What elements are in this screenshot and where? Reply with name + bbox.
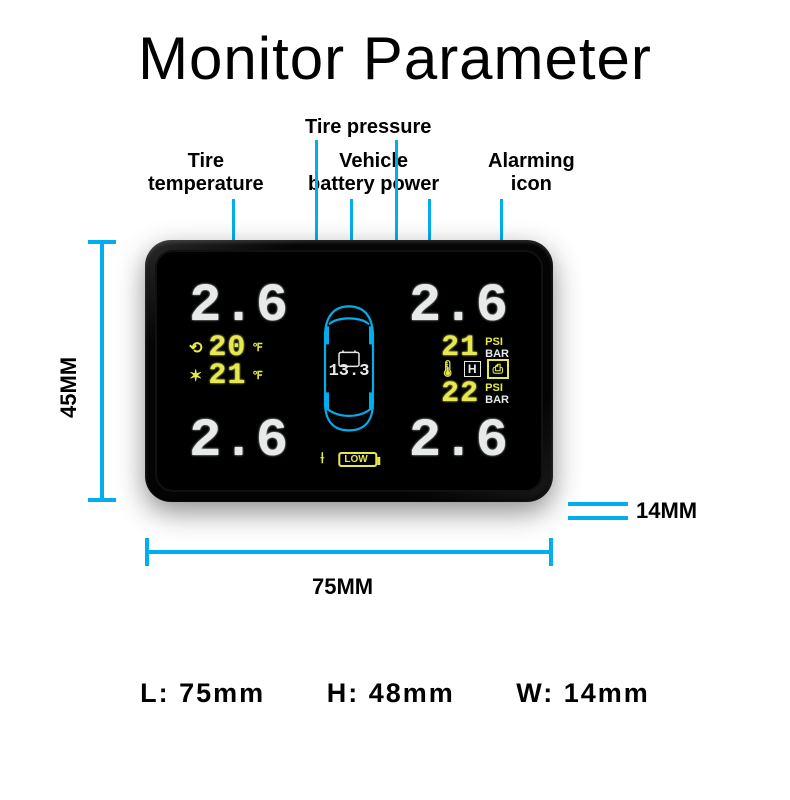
car-outline: 13.3 [311,302,387,434]
device-bezel: 2.6 ⟲ 20 ℉ ✶ 21 ℉ 2.6 21 PSI [155,250,543,492]
fl-pressure: 2.6 [189,276,289,337]
dim-cap [549,538,553,566]
antenna-icon: ⟊ [320,450,324,468]
dim-cap [88,498,116,502]
therm-icon: 🌡 [438,359,458,379]
fr-psi: PSI [485,337,509,348]
tpms-monitor-device: 2.6 ⟲ 20 ℉ ✶ 21 ℉ 2.6 21 PSI [145,240,553,502]
fl-aux: 21 [208,359,246,393]
rr-bar: BAR [485,395,509,406]
dim-line-depth [568,516,628,520]
alarm-icon: ⎙ [487,359,509,379]
low-battery-icon: LOW [338,452,377,467]
dim-line-depth [568,502,628,506]
dim-depth-label: 14MM [636,498,697,524]
status-icons: ⟊ LOW [320,450,377,468]
spec-length: L: 75mm [140,678,265,708]
dim-line-height [100,240,104,502]
rl-pressure: 2.6 [189,411,289,472]
dim-width-label: 75MM [312,574,373,600]
fl-temp-unit: ℉ [252,343,262,354]
label-tire-temperature: Tire temperature [148,150,264,196]
spec-height: H: 48mm [327,678,455,708]
label-alarming: Alarming icon [488,150,575,196]
sensor-icon: ✶ [189,366,202,386]
page-title: Monitor Parameter [0,24,790,93]
battery-voltage: 13.3 [329,361,370,380]
rr-psi: PSI [485,383,509,394]
dim-height-label: 45MM [56,357,82,418]
link-icon: ⟲ [189,338,202,358]
rr-temp: 22 [441,377,479,411]
dimensions-summary: L: 75mm H: 48mm W: 14mm [0,678,790,709]
spec-width: W: 14mm [516,678,650,708]
h-icon: H [464,361,481,377]
fr-bar: BAR [485,349,509,360]
label-tire-pressure: Tire pressure [305,116,431,139]
fl-aux-unit: ℉ [252,371,262,382]
dim-line-width [145,550,553,554]
device-screen: 2.6 ⟲ 20 ℉ ✶ 21 ℉ 2.6 21 PSI [173,268,525,474]
label-vehicle-battery: Vehicle battery power [308,150,439,196]
fr-pressure: 2.6 [409,276,509,337]
rr-pressure: 2.6 [409,411,509,472]
